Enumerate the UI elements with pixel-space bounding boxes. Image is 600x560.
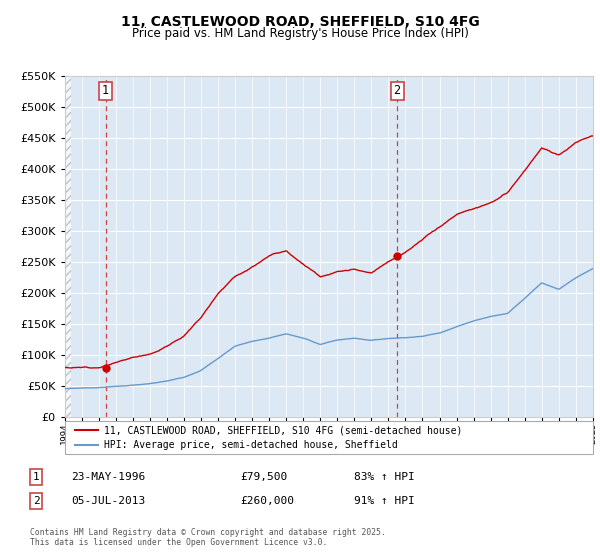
Text: 23-MAY-1996: 23-MAY-1996 bbox=[71, 472, 145, 482]
Text: Contains HM Land Registry data © Crown copyright and database right 2025.
This d: Contains HM Land Registry data © Crown c… bbox=[30, 528, 386, 547]
Text: £260,000: £260,000 bbox=[240, 496, 294, 506]
Text: 11, CASTLEWOOD ROAD, SHEFFIELD, S10 4FG: 11, CASTLEWOOD ROAD, SHEFFIELD, S10 4FG bbox=[121, 15, 479, 29]
Text: £79,500: £79,500 bbox=[240, 472, 287, 482]
Text: Price paid vs. HM Land Registry's House Price Index (HPI): Price paid vs. HM Land Registry's House … bbox=[131, 27, 469, 40]
Text: 1: 1 bbox=[32, 472, 40, 482]
Text: 11, CASTLEWOOD ROAD, SHEFFIELD, S10 4FG (semi-detached house): 11, CASTLEWOOD ROAD, SHEFFIELD, S10 4FG … bbox=[104, 425, 463, 435]
Text: 91% ↑ HPI: 91% ↑ HPI bbox=[354, 496, 415, 506]
Text: 83% ↑ HPI: 83% ↑ HPI bbox=[354, 472, 415, 482]
Text: 1: 1 bbox=[102, 85, 109, 97]
Text: 2: 2 bbox=[394, 85, 401, 97]
Text: HPI: Average price, semi-detached house, Sheffield: HPI: Average price, semi-detached house,… bbox=[104, 441, 398, 450]
Text: 05-JUL-2013: 05-JUL-2013 bbox=[71, 496, 145, 506]
Text: 2: 2 bbox=[32, 496, 40, 506]
